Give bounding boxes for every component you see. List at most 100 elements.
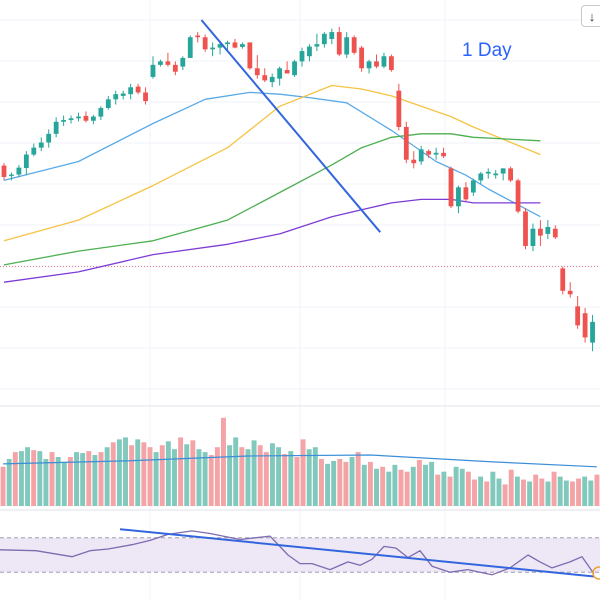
candle-body [254,68,260,76]
candle [254,55,260,79]
candle [61,115,66,126]
candle [329,28,335,45]
volume-bar [92,455,98,506]
volume-bar [312,447,318,506]
volume-bar [386,471,392,506]
candle-body [515,180,521,212]
candle [299,47,305,67]
ma-long-line [3,198,541,283]
volume-bar [159,445,165,506]
volume-bar [533,474,539,506]
candle-body [277,68,283,79]
volume-bar [337,458,343,506]
candle [187,35,193,58]
volume-bar [563,480,569,506]
volume-bar [318,458,324,506]
volume-bar [98,452,104,506]
rsi-trendline[interactable] [119,528,595,578]
volume-bar [447,476,453,506]
volume-bar [441,471,447,506]
ma-mid-line [3,84,541,242]
candle [590,314,595,352]
timeframe-label: 1 Day [462,40,512,61]
volume-bar [508,469,514,506]
volume-bar [184,444,190,506]
volume-bar [172,449,177,506]
candle-body [307,46,312,57]
volume-bar [245,449,251,506]
volume-bar [576,478,582,506]
candle-body [202,37,208,50]
candle [38,137,44,152]
candle [426,149,432,158]
candle [53,117,59,138]
candle-body [172,64,178,72]
volume-bar [135,439,141,506]
candle [150,56,156,79]
candle-body [180,57,186,67]
candle-body [545,227,551,234]
candle [307,44,312,62]
candle [23,151,29,176]
volume-bar [343,461,349,506]
volume-bar [74,452,79,506]
volume-bar [37,451,43,506]
volume-bar [416,459,422,506]
candle [575,296,581,329]
volume-bar [459,468,465,506]
candle-body [329,32,335,39]
volume-bar [478,476,484,506]
volume-bar [31,450,37,506]
volume-bar [239,447,245,506]
volume-bar [551,471,557,506]
trendline [119,528,595,578]
candle-body [366,61,372,69]
candle [351,35,357,55]
candle [381,52,387,69]
volume-bar [582,476,588,506]
candle-body [485,171,491,174]
candle [515,178,521,214]
candle-body [31,147,37,155]
candle-body [91,116,96,121]
candle [567,282,573,298]
candle [456,185,461,214]
candle [314,33,320,52]
volume-bar [490,471,496,506]
candle [143,87,148,105]
volume-bar [67,457,73,506]
candle-body [38,142,44,148]
candle [411,151,417,169]
candle [396,83,402,131]
candle-body [120,93,126,96]
volume-bar [484,481,490,506]
candle [165,52,171,67]
candle [113,90,119,105]
volume-bar [557,476,563,506]
candle-body [23,154,29,169]
candle [433,147,439,160]
ma-slow-line [3,133,541,266]
volume-bar [380,466,386,506]
candle-body [158,61,163,65]
candle [478,171,484,184]
download-button[interactable]: ↓ [581,5,600,27]
volume-bar [502,484,508,506]
candle [389,54,394,72]
volume-bar [545,481,551,506]
candle-body [195,35,201,38]
candle [240,42,245,49]
volume-bar [276,447,282,506]
volume-bar [465,471,471,506]
rsi-pane [0,528,600,580]
price-trendline[interactable] [200,19,381,233]
volume-bar [521,479,526,506]
volume-bar [147,447,153,506]
candle [463,182,469,202]
candle [46,129,52,148]
volume-bar [325,463,331,506]
candle-body [441,152,446,157]
volume-bar [374,468,379,506]
volume-bar [496,478,502,506]
